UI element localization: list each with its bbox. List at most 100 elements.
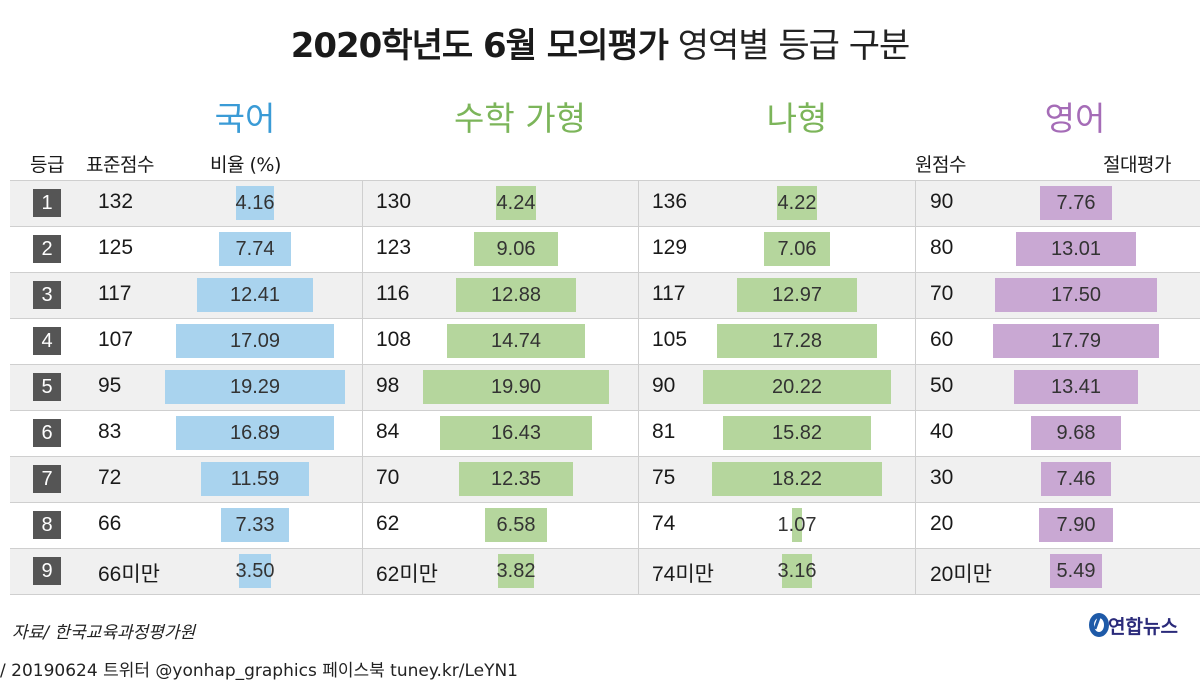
ratio-bar <box>993 324 1159 358</box>
ratio-label: 19.90 <box>490 376 542 398</box>
ratio-bar <box>1039 186 1113 220</box>
score-cell: 74미만 <box>652 563 714 586</box>
ratio-label: 12.35 <box>490 468 542 490</box>
ratio-bar <box>458 462 574 496</box>
ratio-label: 9.06 <box>496 238 536 260</box>
ratio-bar <box>197 278 313 312</box>
ratio-label: 5.49 <box>1056 560 1096 582</box>
score-cell: 116 <box>376 282 410 305</box>
ratio-label: 17.09 <box>229 330 281 352</box>
ratio-label: 3.16 <box>777 560 817 582</box>
ratio-bar <box>238 554 272 588</box>
ratio-label: 17.79 <box>1050 330 1102 352</box>
ratio-bar <box>176 416 334 450</box>
score-cell: 70 <box>376 466 400 489</box>
row-divider <box>10 502 1200 503</box>
score-cell: 66미만 <box>98 563 160 586</box>
score-cell: 83 <box>98 420 122 443</box>
score-cell: 30 <box>930 466 954 489</box>
yonhap-logo-icon <box>1089 613 1109 637</box>
ratio-label: 12.41 <box>229 284 281 306</box>
ratio-bar <box>175 324 335 358</box>
ratio-bar <box>201 462 309 496</box>
score-cell: 62 <box>376 512 400 535</box>
title-light: 영역별 등급 구분 <box>677 26 911 66</box>
score-cell: 70 <box>930 282 954 305</box>
ratio-bar <box>1030 416 1121 450</box>
ratio-bar <box>792 508 802 542</box>
grade-badge: 7 <box>33 465 61 493</box>
score-cell: 20 <box>930 512 954 535</box>
score-cell: 130 <box>376 190 412 213</box>
ratio-bar <box>498 554 534 588</box>
score-cell: 66 <box>98 512 122 535</box>
ratio-label: 16.89 <box>229 422 281 444</box>
ratio-bar <box>702 370 891 404</box>
ratio-label: 15.82 <box>771 422 823 444</box>
ratio-bar <box>485 508 547 542</box>
source-note: 자료/ 한국교육과정평가원 <box>12 623 196 643</box>
score-cell: 20미만 <box>930 563 992 586</box>
score-cell: 95 <box>98 374 122 397</box>
ratio-bar <box>473 232 559 266</box>
ratio-bar <box>165 370 345 404</box>
score-cell: 125 <box>98 236 134 259</box>
ratio-label: 19.29 <box>229 376 281 398</box>
ratio-bar <box>736 278 858 312</box>
ratio-label: 17.50 <box>1050 284 1102 306</box>
score-cell: 107 <box>98 328 134 351</box>
row-divider <box>10 226 1200 227</box>
grade-badge: 9 <box>33 557 61 585</box>
row-divider <box>10 180 1200 181</box>
score-cell: 50 <box>930 374 954 397</box>
ratio-bar <box>712 462 882 496</box>
score-cell: 62미만 <box>376 563 438 586</box>
header-std-score: 표준점수 <box>86 154 154 176</box>
ratio-bar <box>716 324 878 358</box>
ratio-bar <box>764 232 830 266</box>
score-cell: 136 <box>652 190 688 213</box>
score-cell: 90 <box>930 190 954 213</box>
ratio-bar <box>1015 232 1137 266</box>
header-ratio: 비율 (%) <box>210 154 281 176</box>
score-cell: 117 <box>652 282 686 305</box>
score-cell: 132 <box>98 190 134 213</box>
ratio-label: 16.43 <box>490 422 542 444</box>
ratio-label: 7.33 <box>235 514 275 536</box>
chart-title: 2020학년도 6월 모의평가 영역별 등급 구분 <box>0 18 1200 67</box>
table-row <box>10 502 1200 548</box>
grade-badge: 3 <box>33 281 61 309</box>
ratio-bar <box>423 370 609 404</box>
ratio-label: 9.68 <box>1056 422 1096 444</box>
row-divider <box>10 548 1200 549</box>
ratio-bar <box>447 324 585 358</box>
ratio-label: 14.74 <box>490 330 542 352</box>
score-cell: 40 <box>930 420 954 443</box>
score-cell: 108 <box>376 328 412 351</box>
header-raw-score: 원점수 <box>915 154 966 176</box>
subject-math-na: 나형 <box>766 99 828 138</box>
column-divider <box>362 180 363 595</box>
ratio-label: 3.82 <box>496 560 536 582</box>
score-cell: 75 <box>652 466 676 489</box>
ratio-bar <box>1039 508 1113 542</box>
score-cell: 123 <box>376 236 412 259</box>
row-divider <box>10 456 1200 457</box>
ratio-bar <box>220 508 290 542</box>
grade-badge: 6 <box>33 419 61 447</box>
ratio-label: 13.41 <box>1050 376 1102 398</box>
ratio-label: 1.07 <box>777 514 817 536</box>
table-row <box>10 226 1200 272</box>
ratio-bar <box>1041 462 1111 496</box>
grade-badge: 5 <box>33 373 61 401</box>
table-row <box>10 548 1200 594</box>
ratio-label: 12.97 <box>771 284 823 306</box>
subject-english: 영어 <box>1044 99 1106 138</box>
ratio-bar <box>456 278 576 312</box>
grade-badge: 2 <box>33 235 61 263</box>
ratio-label: 6.58 <box>496 514 536 536</box>
grade-table: 1 132 4.16 130 4.24 136 4.22 90 7.76 2 125 7.74 123 9… <box>10 180 1200 595</box>
header-absolute: 절대평가 <box>1103 154 1171 176</box>
ratio-bar <box>1013 370 1139 404</box>
score-cell: 84 <box>376 420 400 443</box>
